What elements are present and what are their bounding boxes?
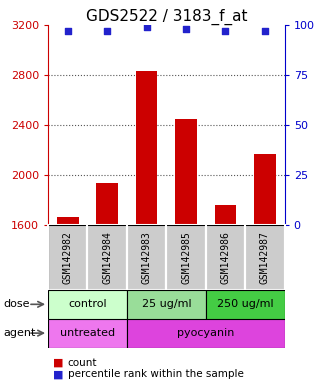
Bar [48,290,127,319]
Bar [127,225,166,290]
Text: count: count [68,358,97,368]
Bar [136,71,158,384]
Bar [166,225,206,290]
Text: GSM142985: GSM142985 [181,231,191,284]
Bar [127,319,285,348]
Text: dose: dose [3,299,30,310]
Text: control: control [68,299,107,310]
Text: ■: ■ [53,369,64,379]
Point [262,28,267,34]
Text: GSM142982: GSM142982 [63,231,73,284]
Point [105,28,110,34]
Point [223,28,228,34]
Text: agent: agent [3,328,36,338]
Text: GSM142986: GSM142986 [220,231,230,284]
Bar [48,319,127,348]
Text: pyocyanin: pyocyanin [177,328,234,338]
Bar [87,225,127,290]
Text: ■: ■ [53,358,64,368]
Bar [206,290,285,319]
Text: percentile rank within the sample: percentile rank within the sample [68,369,244,379]
Bar [48,225,87,290]
Text: untreated: untreated [60,328,115,338]
Text: 25 ug/ml: 25 ug/ml [142,299,191,310]
Bar [96,184,118,384]
Point [183,26,189,32]
Text: GSM142984: GSM142984 [102,231,112,284]
Point [144,24,149,30]
Bar [206,225,245,290]
Bar [127,290,206,319]
Bar [57,217,78,384]
Bar [245,225,285,290]
Text: GSM142983: GSM142983 [142,231,152,284]
Bar [254,154,276,384]
Bar [175,119,197,384]
Title: GDS2522 / 3183_f_at: GDS2522 / 3183_f_at [86,9,247,25]
Text: 250 ug/ml: 250 ug/ml [217,299,273,310]
Text: GSM142987: GSM142987 [260,231,270,284]
Point [65,28,71,34]
Bar [214,205,236,384]
